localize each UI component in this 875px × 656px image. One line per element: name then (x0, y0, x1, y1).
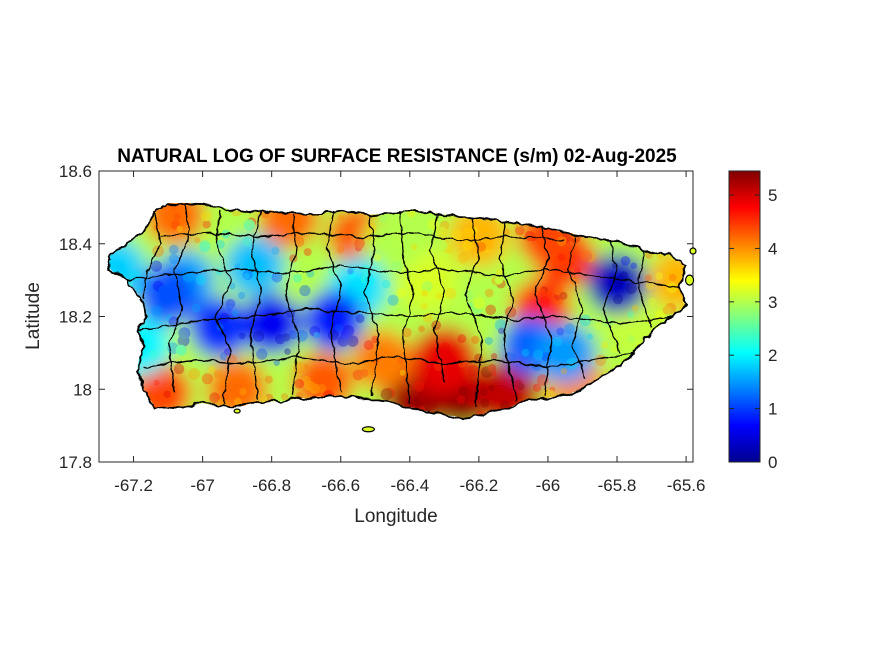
field-sample-13 (352, 330, 413, 391)
field-sample-31 (535, 322, 596, 383)
colorbar-tick-label-2: 2 (768, 346, 777, 365)
y-tick-label-3: 18.4 (59, 235, 92, 254)
boundary-line-11 (533, 225, 553, 397)
colorbar (728, 170, 761, 463)
map-title: NATURAL LOG OF SURFACE RESISTANCE (s/m) … (117, 146, 677, 167)
field-sample-15 (649, 250, 688, 311)
islet-2 (689, 247, 697, 255)
islet-0 (361, 426, 375, 433)
minor-islands (233, 247, 697, 433)
colorbar-ticks: 0 1 2 3 4 5 (729, 186, 777, 472)
boundary-line-8 (429, 214, 445, 383)
y-tick-label-1: 18 (73, 380, 92, 399)
y-axis: 17.8 18 18.2 18.4 18.6 (59, 162, 693, 472)
x-axis: -67.2 -67 -66.8 -66.6 -66.4 -66.2 -66 -65.8 -65.… (114, 171, 705, 495)
boundary-line-13 (602, 239, 622, 354)
boundary-line-18 (161, 232, 566, 241)
municipality-boundaries (126, 203, 680, 408)
y-axis-label: Latitude (23, 282, 44, 350)
x-tick-label-7: -65.8 (598, 476, 637, 495)
boundary-line-16 (126, 264, 680, 289)
boundary-line-3 (250, 210, 262, 401)
boundary-line-10 (498, 221, 518, 401)
boundary-line-7 (398, 210, 414, 404)
y-tick-label-0: 17.8 (59, 453, 92, 472)
coastline (107, 202, 688, 420)
x-tick-label-3: -66.6 (321, 476, 360, 495)
boundary-line-6 (364, 214, 380, 397)
boundary-line-1 (167, 203, 190, 393)
y-tick-label-4: 18.6 (59, 162, 92, 181)
y-tick-label-2: 18.2 (59, 308, 92, 327)
boundary-line-12 (568, 236, 587, 379)
islet-1 (684, 274, 695, 286)
field-sample-16 (448, 206, 509, 267)
x-axis-label: Longitude (354, 506, 437, 527)
field-sample-29 (587, 253, 647, 314)
x-tick-label-6: -66 (536, 476, 561, 495)
x-tick-label-5: -66.2 (460, 476, 499, 495)
islet-3 (233, 408, 241, 414)
field-sample-28 (138, 264, 199, 325)
x-tick-label-2: -66.8 (252, 476, 291, 495)
boundary-line-2 (215, 210, 231, 404)
field-sample-24 (108, 239, 147, 300)
field-sample-25 (241, 293, 302, 354)
x-tick-label-0: -67.2 (114, 476, 153, 495)
boundary-line-15 (136, 308, 673, 332)
colorbar-tick-label-3: 3 (768, 293, 777, 312)
boundary-line-17 (143, 352, 635, 369)
x-tick-label-4: -66.4 (390, 476, 429, 495)
colorbar-tick-label-0: 0 (768, 453, 777, 472)
colorbar-tick-label-4: 4 (768, 239, 777, 258)
field-sample-9 (145, 202, 205, 245)
field-sample-3 (410, 326, 479, 395)
colorbar-tick-label-5: 5 (768, 186, 777, 205)
boundary-line-0 (143, 210, 162, 299)
x-tick-label-8: -65.6 (667, 476, 706, 495)
field-sample-27 (303, 290, 364, 351)
x-tick-label-1: -67 (190, 476, 215, 495)
boundary-line-5 (326, 210, 342, 394)
colorbar-tick-label-1: 1 (768, 400, 777, 419)
field-sample-18 (362, 213, 423, 274)
boundary-line-14 (637, 250, 653, 328)
boundary-line-4 (284, 214, 300, 397)
